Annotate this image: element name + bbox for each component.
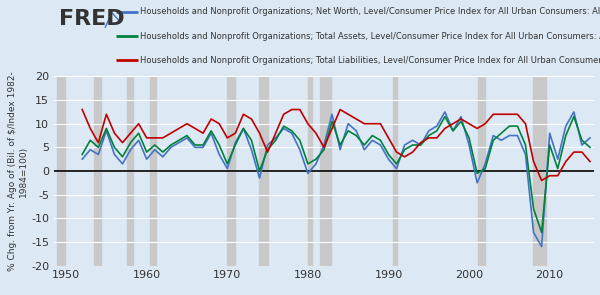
Bar: [478, 76, 485, 266]
Text: Households and Nonprofit Organizations; Total Assets, Level/Consumer Price Index: Households and Nonprofit Organizations; …: [140, 32, 600, 40]
Bar: [58, 76, 65, 266]
Bar: [308, 76, 312, 266]
Bar: [94, 76, 101, 266]
Bar: [533, 76, 545, 266]
Bar: [127, 76, 133, 266]
Bar: [259, 76, 268, 266]
Bar: [227, 76, 235, 266]
Text: FRED: FRED: [59, 9, 125, 29]
Bar: [150, 76, 156, 266]
Text: Households and Nonprofit Organizations; Total Liabilities, Level/Consumer Price : Households and Nonprofit Organizations; …: [140, 56, 600, 65]
Bar: [320, 76, 331, 266]
Text: Households and Nonprofit Organizations; Net Worth, Level/Consumer Price Index fo: Households and Nonprofit Organizations; …: [140, 7, 600, 16]
Y-axis label: % Chg. from Yr. Ago of (Bil. of $/Index 1982-
1984=100): % Chg. from Yr. Ago of (Bil. of $/Index …: [8, 71, 28, 271]
Bar: [393, 76, 397, 266]
